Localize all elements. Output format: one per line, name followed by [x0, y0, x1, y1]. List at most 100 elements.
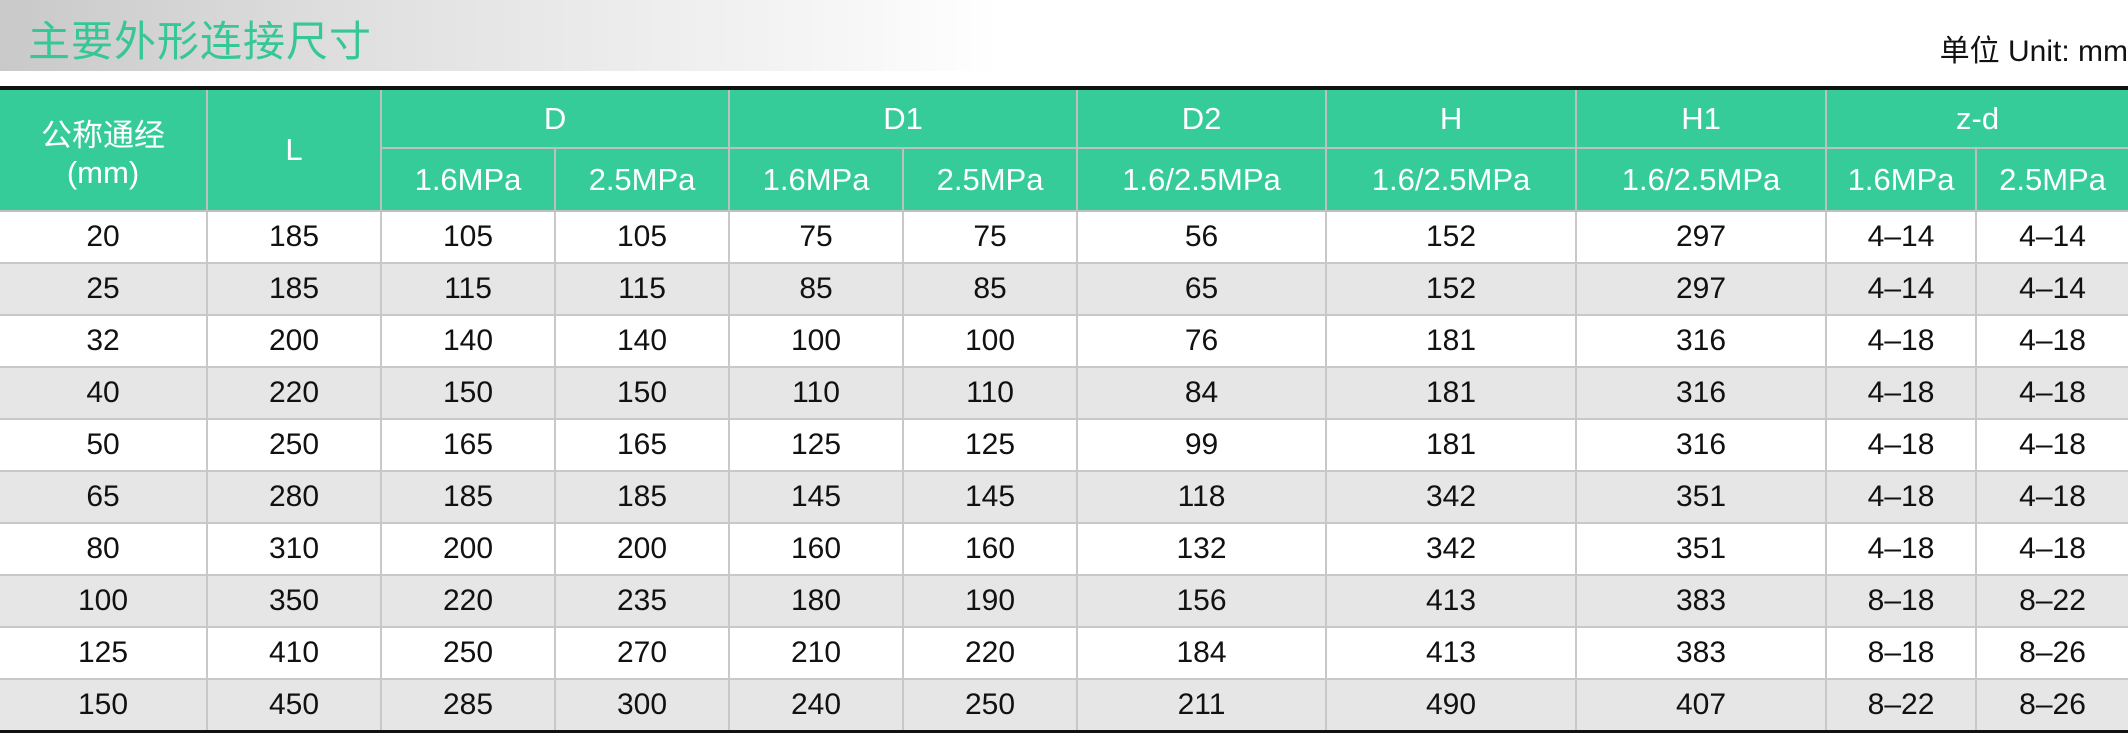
- table-cell: 297: [1575, 210, 1828, 264]
- table-cell: 80: [0, 522, 208, 576]
- table-cell: 316: [1575, 366, 1828, 420]
- header-pressure: 2.5MPa: [553, 148, 731, 212]
- table-cell: 185: [206, 210, 382, 264]
- header-pressure: 1.6/2.5MPa: [1575, 148, 1828, 212]
- table-cell: 410: [206, 626, 382, 680]
- table-row: 150 450 285 300 240 250 211 490 407 8–22 8–26: [0, 678, 2128, 733]
- table-cell: 200: [206, 314, 382, 368]
- table-cell: 200: [553, 522, 731, 576]
- header-H: H: [1325, 88, 1578, 149]
- header-pressure: 1.6MPa: [728, 148, 905, 212]
- table-cell: 85: [902, 262, 1079, 316]
- table-cell: 32: [0, 314, 208, 368]
- table-cell: 185: [380, 470, 556, 524]
- header-pressure: 1.6MPa: [1825, 148, 1978, 212]
- table-cell: 350: [206, 574, 382, 628]
- table-cell: 152: [1325, 210, 1578, 264]
- table-cell: 56: [1076, 210, 1328, 264]
- table-cell: 145: [902, 470, 1079, 524]
- table-cell: 413: [1325, 626, 1578, 680]
- table-cell: 8–26: [1975, 626, 2128, 680]
- table-cell: 211: [1076, 678, 1328, 733]
- table-row: 65 280 185 185 145 145 118 342 351 4–18 4–18: [0, 470, 2128, 524]
- table-cell: 8–18: [1825, 626, 1978, 680]
- table-cell: 300: [553, 678, 731, 733]
- table-cell: 156: [1076, 574, 1328, 628]
- table-cell: 210: [728, 626, 905, 680]
- table-cell: 351: [1575, 522, 1828, 576]
- header-pressure: 2.5MPa: [902, 148, 1079, 212]
- table-cell: 190: [902, 574, 1079, 628]
- table-cell: 351: [1575, 470, 1828, 524]
- table-cell: 342: [1325, 470, 1578, 524]
- table-cell: 4–18: [1975, 470, 2128, 524]
- table-cell: 250: [380, 626, 556, 680]
- table-cell: 160: [902, 522, 1079, 576]
- table-cell: 220: [902, 626, 1079, 680]
- table-cell: 4–18: [1975, 522, 2128, 576]
- table-cell: 25: [0, 262, 208, 316]
- dimensions-table: 公称通经 (mm) L D D1 D2 H H1 z-d 1.6MPa 2.5MPa…: [0, 86, 2128, 733]
- table-cell: 4–18: [1825, 418, 1978, 472]
- table-cell: 240: [728, 678, 905, 733]
- header-L: L: [206, 88, 382, 212]
- table-cell: 150: [553, 366, 731, 420]
- table-cell: 181: [1325, 366, 1578, 420]
- header-pressure: 1.6MPa: [381, 148, 556, 212]
- table-cell: 145: [728, 470, 905, 524]
- table-row: 40 220 150 150 110 110 84 181 316 4–18 4–18: [0, 366, 2128, 420]
- table-cell: 115: [380, 262, 556, 316]
- table-cell: 184: [1076, 626, 1328, 680]
- table-cell: 132: [1076, 522, 1328, 576]
- table-cell: 4–18: [1825, 470, 1978, 524]
- table-cell: 4–18: [1825, 522, 1978, 576]
- table-cell: 383: [1575, 626, 1828, 680]
- table-cell: 100: [0, 574, 208, 628]
- table-row: 50 250 165 165 125 125 99 181 316 4–18 4–18: [0, 418, 2128, 472]
- table-cell: 140: [553, 314, 731, 368]
- table-cell: 407: [1575, 678, 1828, 733]
- table-cell: 85: [728, 262, 905, 316]
- table-cell: 185: [553, 470, 731, 524]
- table-cell: 75: [728, 210, 905, 264]
- table-row: 32 200 140 140 100 100 76 181 316 4–18 4–18: [0, 314, 2128, 368]
- table-cell: 270: [553, 626, 731, 680]
- table-cell: 150: [380, 366, 556, 420]
- table-cell: 450: [206, 678, 382, 733]
- table-cell: 181: [1325, 314, 1578, 368]
- table-cell: 4–14: [1975, 262, 2128, 316]
- table-cell: 8–26: [1975, 678, 2128, 733]
- table-cell: 118: [1076, 470, 1328, 524]
- table-cell: 105: [553, 210, 731, 264]
- table-row: 20 185 105 105 75 75 56 152 297 4–14 4–14: [0, 210, 2128, 264]
- table-cell: 40: [0, 366, 208, 420]
- header-pressure: 1.6/2.5MPa: [1325, 148, 1578, 212]
- table-cell: 115: [553, 262, 731, 316]
- header-z-d: z-d: [1825, 88, 2128, 149]
- header-D1: D1: [728, 88, 1079, 149]
- table-cell: 100: [902, 314, 1079, 368]
- table-cell: 180: [728, 574, 905, 628]
- table-cell: 8–22: [1825, 678, 1978, 733]
- table-cell: 140: [380, 314, 556, 368]
- table-cell: 50: [0, 418, 208, 472]
- unit-label: 单位 Unit: mm: [1939, 35, 2128, 68]
- table-cell: 4–18: [1975, 314, 2128, 368]
- table-cell: 250: [902, 678, 1079, 733]
- table-cell: 297: [1575, 262, 1828, 316]
- table-cell: 100: [728, 314, 905, 368]
- table-cell: 110: [728, 366, 905, 420]
- table-cell: 235: [553, 574, 731, 628]
- table-cell: 110: [902, 366, 1079, 420]
- table-cell: 383: [1575, 574, 1828, 628]
- table-cell: 250: [206, 418, 382, 472]
- table-cell: 125: [728, 418, 905, 472]
- table-cell: 160: [728, 522, 905, 576]
- section-title: 主要外形连接尺寸: [28, 17, 373, 66]
- table-cell: 99: [1076, 418, 1328, 472]
- table-cell: 413: [1325, 574, 1578, 628]
- table-cell: 4–18: [1975, 418, 2128, 472]
- table-cell: 220: [380, 574, 556, 628]
- table-cell: 310: [206, 522, 382, 576]
- table-row: 100 350 220 235 180 190 156 413 383 8–18 8–22: [0, 574, 2128, 628]
